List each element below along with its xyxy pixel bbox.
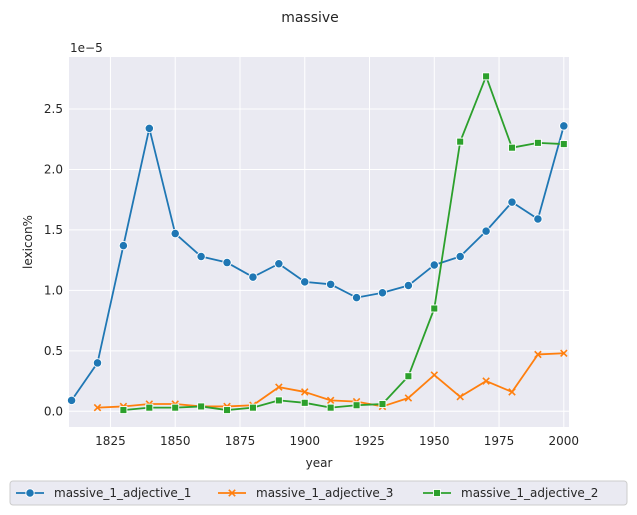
- data-point: [456, 393, 464, 401]
- data-point: [560, 349, 568, 358]
- data-point: [196, 251, 206, 262]
- data-point: [300, 388, 309, 396]
- x-tick-label: 1875: [225, 434, 256, 448]
- x-axis-label: year: [306, 456, 333, 470]
- data-point: [197, 402, 206, 411]
- data-point: [248, 272, 258, 282]
- x-tick-label: 1950: [419, 434, 450, 448]
- legend-label: massive_1_adjective_3: [256, 486, 393, 500]
- data-point: [170, 228, 180, 239]
- legend-item: massive_1_adjective_2: [423, 486, 598, 500]
- data-point: [534, 350, 542, 359]
- data-point: [171, 403, 180, 412]
- x-axis-ticks: 1825 1850 1875 1900 1925 1950 1975 2000: [95, 434, 579, 448]
- x-tick-label: 1900: [289, 434, 320, 448]
- data-point: [508, 388, 516, 396]
- data-point: [274, 259, 284, 269]
- legend-box: [9, 480, 628, 506]
- y-tick-label: 0.5: [44, 344, 63, 358]
- data-point: [66, 395, 77, 406]
- legend-marker: [433, 489, 441, 497]
- data-point: [533, 138, 542, 147]
- data-point: [404, 394, 413, 402]
- y-axis-label: lexicon%: [21, 215, 35, 269]
- y-tick-label: 1.5: [44, 223, 63, 237]
- x-tick-label: 1850: [160, 434, 191, 448]
- series-layer: [66, 72, 569, 415]
- data-point: [403, 280, 414, 291]
- data-point: [92, 358, 103, 368]
- data-point: [119, 406, 128, 415]
- data-point: [223, 406, 231, 415]
- y-offset-label: 1e−5: [70, 41, 103, 55]
- data-point: [326, 279, 336, 289]
- grid-lines: [69, 57, 569, 427]
- data-point: [482, 72, 491, 81]
- data-point: [300, 398, 309, 407]
- legend: massive_1_adjective_1 massive_1_adjective…: [9, 480, 628, 506]
- data-point: [404, 372, 413, 381]
- legend-label: massive_1_adjective_2: [461, 486, 598, 500]
- legend-item: massive_1_adjective_1: [16, 486, 191, 500]
- legend-item: massive_1_adjective_3: [218, 486, 393, 500]
- y-tick-label: 2.0: [44, 162, 63, 176]
- data-point: [222, 257, 232, 268]
- legend-label: massive_1_adjective_1: [54, 486, 191, 500]
- data-point: [430, 371, 439, 379]
- chart-title: massive: [281, 10, 339, 26]
- data-point: [559, 140, 568, 149]
- data-point: [430, 304, 439, 313]
- legend-marker: [25, 488, 35, 498]
- data-point: [352, 401, 361, 410]
- y-axis-ticks: 0.0 0.5 1.0 1.5 2.0 2.5: [44, 102, 63, 418]
- data-point: [118, 240, 129, 251]
- data-point: [248, 403, 257, 412]
- data-point: [145, 403, 154, 412]
- data-point: [274, 396, 283, 405]
- x-tick-label: 1975: [484, 434, 515, 448]
- data-point: [559, 121, 569, 131]
- series-line: [123, 75, 564, 411]
- x-tick-label: 1925: [354, 434, 385, 448]
- data-point: [93, 403, 102, 412]
- series-massive_1_adjective_1: [66, 121, 569, 406]
- data-point: [377, 288, 388, 298]
- data-point: [351, 292, 362, 303]
- data-point: [300, 277, 310, 287]
- data-point: [455, 251, 465, 262]
- data-point: [533, 214, 543, 224]
- legend-marker: [228, 489, 236, 497]
- data-point: [482, 377, 490, 385]
- x-tick-label: 1825: [95, 434, 126, 448]
- series-massive_1_adjective_2: [119, 72, 568, 415]
- x-tick-label: 2000: [549, 434, 580, 448]
- y-tick-label: 0.0: [44, 404, 63, 418]
- data-point: [508, 143, 516, 152]
- data-point: [429, 260, 439, 270]
- data-point: [507, 197, 517, 207]
- data-point: [378, 400, 387, 408]
- data-point: [326, 396, 335, 405]
- y-tick-label: 1.0: [44, 283, 63, 297]
- data-point: [144, 123, 154, 133]
- data-point: [481, 226, 491, 236]
- data-point: [326, 403, 335, 412]
- data-point: [275, 383, 283, 391]
- series-line: [70, 125, 565, 401]
- data-point: [456, 137, 465, 146]
- plot-area: [69, 57, 569, 427]
- y-tick-label: 2.5: [44, 102, 63, 116]
